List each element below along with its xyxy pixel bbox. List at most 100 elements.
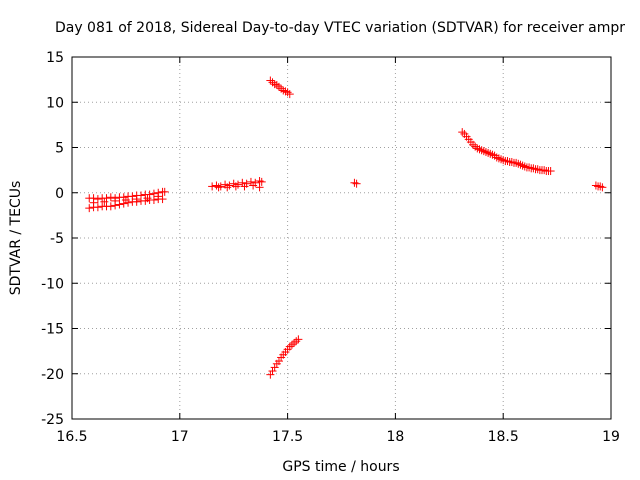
data-point bbox=[143, 194, 152, 203]
data-point bbox=[285, 342, 294, 351]
data-point bbox=[277, 84, 286, 93]
data-point bbox=[490, 151, 499, 160]
data-point bbox=[281, 87, 290, 96]
data-points bbox=[85, 76, 607, 379]
data-point bbox=[266, 76, 275, 85]
data-point bbox=[503, 157, 512, 166]
data-point bbox=[475, 145, 484, 154]
axis-ticks bbox=[71, 56, 612, 420]
chart-title: Day 081 of 2018, Sidereal Day-to-day VTE… bbox=[55, 20, 625, 36]
x-tick-label: 17.5 bbox=[272, 429, 303, 445]
data-point bbox=[458, 128, 467, 137]
data-point bbox=[223, 183, 232, 192]
data-point bbox=[121, 195, 130, 204]
data-point bbox=[529, 164, 538, 173]
data-point bbox=[268, 78, 277, 87]
data-point bbox=[272, 81, 281, 90]
x-tick-label: 18 bbox=[386, 429, 404, 445]
x-tick-label: 18.5 bbox=[488, 429, 519, 445]
data-point bbox=[257, 177, 266, 186]
data-point bbox=[486, 149, 495, 158]
y-tick-label: 5 bbox=[55, 141, 64, 157]
data-point bbox=[497, 155, 506, 164]
y-tick-label: 15 bbox=[46, 50, 64, 66]
y-tick-label: -25 bbox=[41, 412, 64, 428]
data-point bbox=[516, 160, 525, 169]
y-tick-label: 10 bbox=[46, 95, 64, 111]
y-axis-label: SDTVAR / TECUs bbox=[8, 181, 24, 296]
data-point bbox=[598, 183, 607, 192]
x-tick-label: 19 bbox=[602, 429, 620, 445]
y-tick-label: -15 bbox=[41, 322, 64, 338]
data-point bbox=[231, 182, 240, 191]
data-point bbox=[89, 198, 98, 207]
x-tick-label: 16.5 bbox=[56, 429, 87, 445]
y-tick-label: -20 bbox=[41, 367, 64, 383]
data-point bbox=[520, 162, 529, 171]
data-point bbox=[111, 196, 120, 205]
data-point bbox=[102, 194, 111, 203]
data-point bbox=[283, 88, 292, 97]
data-point bbox=[115, 200, 124, 209]
data-point bbox=[214, 183, 223, 192]
data-point bbox=[540, 166, 549, 175]
data-point bbox=[160, 187, 169, 196]
data-point bbox=[479, 147, 488, 156]
data-point bbox=[512, 158, 521, 167]
data-point bbox=[492, 153, 501, 162]
data-point bbox=[132, 195, 141, 204]
y-axis-tick-labels: -25 -20 -15 -10 -5 0 5 10 15 bbox=[41, 50, 64, 428]
data-point bbox=[225, 181, 234, 190]
data-point bbox=[546, 167, 555, 176]
data-point bbox=[469, 140, 478, 149]
data-point bbox=[481, 148, 490, 157]
data-point bbox=[246, 177, 255, 186]
data-point bbox=[270, 80, 279, 89]
x-tick-label: 17 bbox=[171, 429, 189, 445]
data-point bbox=[93, 195, 102, 204]
data-point bbox=[352, 179, 361, 188]
data-point bbox=[591, 181, 600, 190]
data-point bbox=[106, 193, 115, 202]
data-point bbox=[292, 337, 301, 346]
y-tick-label: 0 bbox=[55, 186, 64, 202]
data-point bbox=[477, 146, 486, 155]
data-point bbox=[294, 335, 303, 344]
data-point bbox=[507, 157, 516, 166]
x-axis-label: GPS time / hours bbox=[282, 459, 399, 475]
data-point bbox=[212, 181, 221, 190]
data-point bbox=[274, 357, 283, 366]
data-point bbox=[290, 338, 299, 347]
data-point bbox=[494, 154, 503, 163]
data-point bbox=[350, 178, 359, 187]
data-point bbox=[268, 367, 277, 376]
data-point bbox=[533, 165, 542, 174]
data-point bbox=[488, 150, 497, 159]
data-point bbox=[518, 161, 527, 170]
data-point bbox=[106, 202, 115, 211]
data-point bbox=[471, 142, 480, 151]
data-point bbox=[93, 203, 102, 212]
data-point bbox=[499, 156, 508, 165]
data-point bbox=[525, 163, 534, 172]
data-point bbox=[274, 82, 283, 91]
data-point bbox=[255, 183, 264, 192]
grid bbox=[71, 56, 612, 420]
data-point bbox=[216, 182, 225, 191]
data-point bbox=[514, 159, 523, 168]
data-point bbox=[249, 181, 258, 190]
data-point bbox=[266, 370, 275, 379]
data-point bbox=[100, 197, 109, 206]
data-point bbox=[149, 195, 158, 204]
data-point bbox=[240, 182, 249, 191]
data-point bbox=[484, 148, 493, 157]
y-tick-label: -5 bbox=[50, 231, 64, 247]
data-point bbox=[279, 86, 288, 95]
data-point bbox=[285, 90, 294, 99]
data-point bbox=[596, 182, 605, 191]
data-point bbox=[287, 340, 296, 349]
y-tick-label: -10 bbox=[41, 276, 64, 292]
data-point bbox=[154, 192, 163, 201]
x-axis-tick-labels: 16.5 17 17.5 18 18.5 19 bbox=[56, 429, 620, 445]
